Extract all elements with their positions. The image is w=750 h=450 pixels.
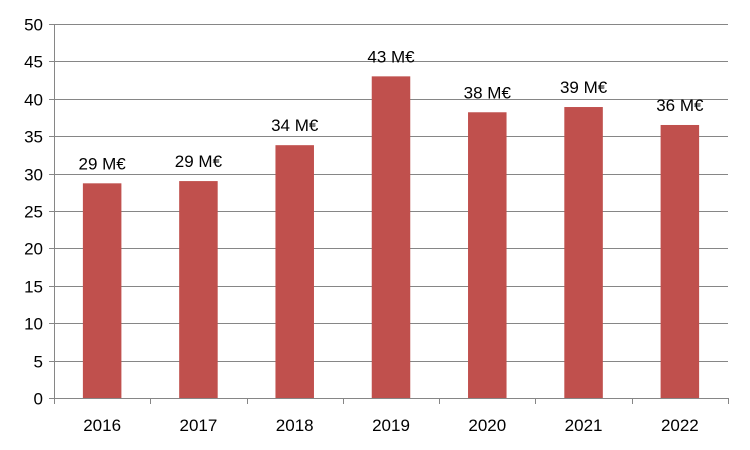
y-tick-label: 30 — [24, 166, 43, 185]
axes — [49, 24, 729, 404]
x-tick-label: 2022 — [661, 416, 699, 435]
y-tick-label: 25 — [24, 203, 43, 222]
y-tick-label: 15 — [24, 278, 43, 297]
bars — [82, 76, 700, 399]
x-tick-label: 2017 — [180, 416, 218, 435]
data-label-2021: 39 M€ — [560, 78, 608, 97]
bar-2019 — [371, 76, 411, 399]
data-label-2016: 29 M€ — [79, 154, 127, 173]
x-tick-label: 2020 — [468, 416, 506, 435]
x-tick-label: 2018 — [276, 416, 314, 435]
y-tick-label: 40 — [24, 91, 43, 110]
bar-2018 — [275, 145, 314, 398]
bar-2020 — [468, 112, 507, 398]
x-tick-label: 2019 — [372, 416, 410, 435]
y-tick-label: 50 — [24, 16, 43, 35]
y-tick-labels: 0 5 10 15 20 25 30 35 40 45 50 — [24, 16, 43, 409]
y-tick-label: 0 — [34, 390, 43, 409]
data-labels: 29 M€ 29 M€ 34 M€ 43 M€ 38 M€ 39 M€ 36 M€ — [79, 47, 705, 173]
data-label-2020: 38 M€ — [464, 83, 512, 102]
y-tick-label: 45 — [24, 53, 43, 72]
y-tick-label: 20 — [24, 240, 43, 259]
y-tick-label: 10 — [24, 315, 43, 334]
data-label-2019: 43 M€ — [367, 47, 415, 66]
bar-2017 — [179, 181, 218, 398]
y-tick-label: 35 — [24, 128, 43, 147]
y-tick-label: 5 — [34, 353, 43, 372]
bar-2022 — [660, 124, 700, 398]
x-tick-label: 2016 — [83, 416, 121, 435]
x-tick-label: 2021 — [565, 416, 603, 435]
data-label-2022: 36 M€ — [656, 96, 704, 115]
data-label-2018: 34 M€ — [271, 116, 319, 135]
x-tick-labels: 2016 2017 2018 2019 2020 2021 2022 — [83, 416, 699, 435]
data-label-2017: 29 M€ — [175, 152, 223, 171]
bar-2016 — [82, 183, 122, 398]
bar-2021 — [564, 107, 603, 398]
